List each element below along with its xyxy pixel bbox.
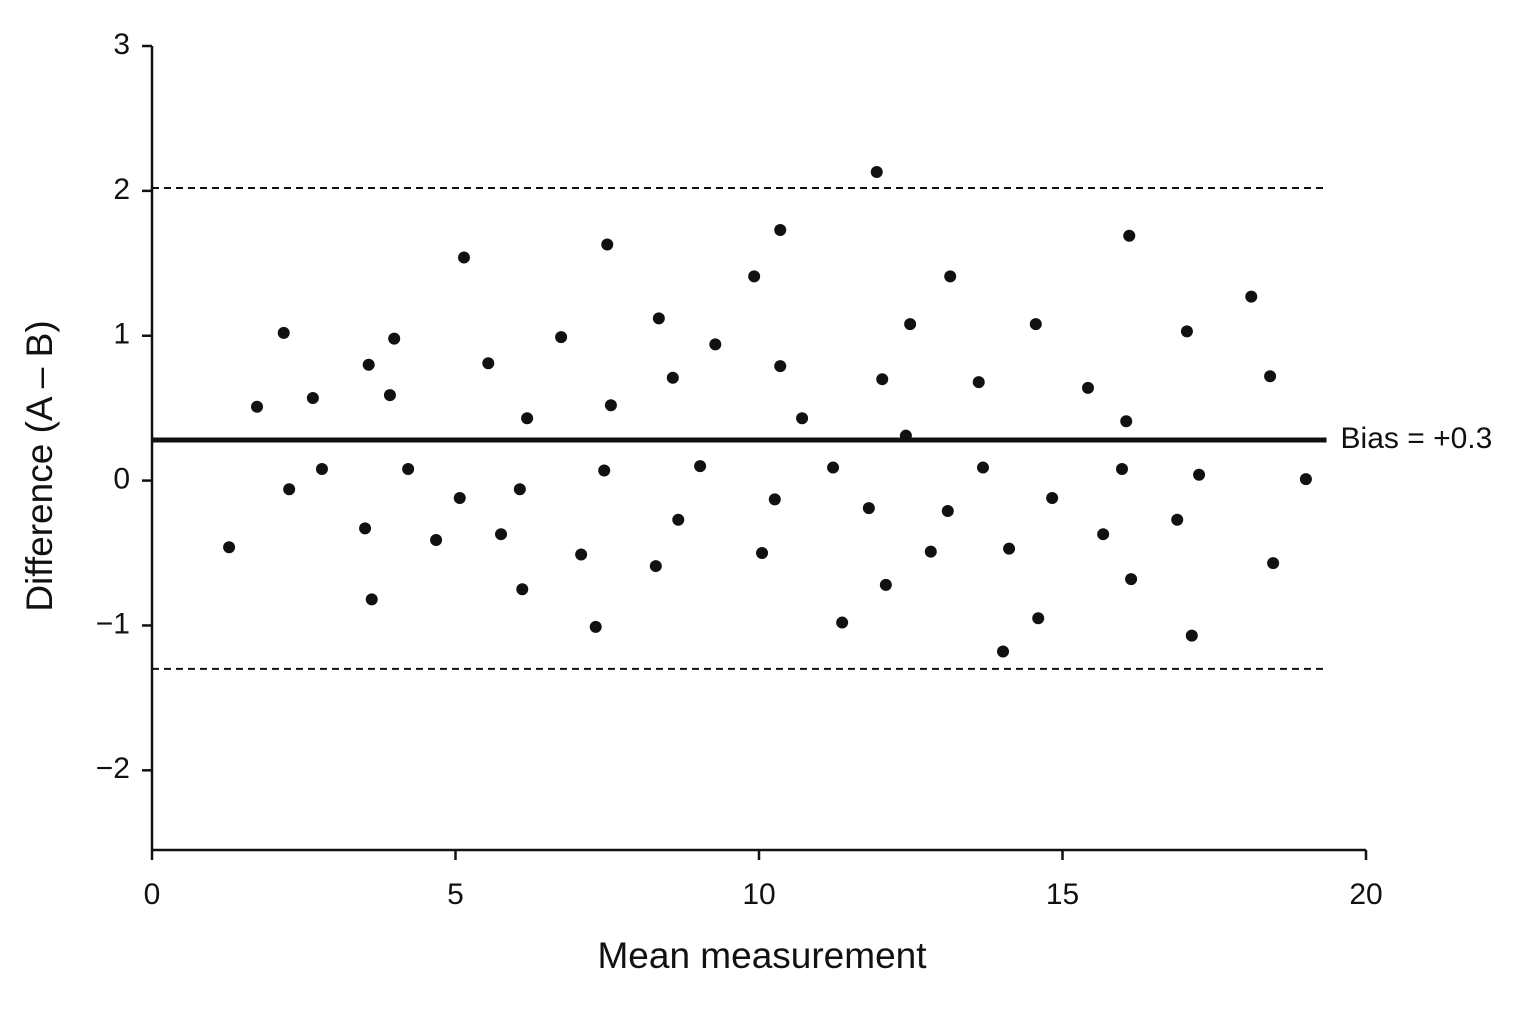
point <box>972 376 985 389</box>
x-tick-label: 5 <box>447 878 464 911</box>
y-axis-label: Difference (A – B) <box>19 320 60 611</box>
point <box>359 522 372 535</box>
point <box>604 399 617 412</box>
point <box>1193 468 1206 481</box>
point <box>601 238 614 251</box>
point <box>879 578 892 591</box>
point <box>1125 573 1138 586</box>
point <box>652 312 665 325</box>
point <box>251 400 264 413</box>
point <box>941 505 954 518</box>
point <box>1171 513 1184 526</box>
point <box>924 545 937 558</box>
point <box>899 429 912 442</box>
point <box>598 464 611 477</box>
y-tick-label: 2 <box>113 173 130 206</box>
x-tick-label: 15 <box>1046 878 1079 911</box>
point <box>306 392 319 405</box>
point <box>904 318 917 331</box>
point <box>768 493 781 506</box>
point <box>827 461 840 474</box>
point <box>1097 528 1110 541</box>
point <box>1046 491 1059 504</box>
point <box>709 338 722 351</box>
point <box>1032 612 1045 625</box>
point <box>876 373 889 386</box>
point <box>976 461 989 474</box>
point <box>1115 463 1128 476</box>
point <box>516 583 529 596</box>
point <box>836 616 849 629</box>
point <box>1120 415 1133 428</box>
point <box>862 502 875 515</box>
y-tick-label: 1 <box>113 318 130 351</box>
bias-annotation: Bias = +0.3 <box>1341 422 1493 455</box>
point <box>223 541 236 554</box>
y-tick-label: 0 <box>113 463 130 496</box>
point <box>521 412 534 425</box>
point <box>1180 325 1193 338</box>
point <box>1185 629 1198 642</box>
x-axis-label: Mean measurement <box>597 935 927 976</box>
point <box>513 483 526 496</box>
x-tick-label: 20 <box>1349 878 1382 911</box>
point <box>666 371 679 384</box>
point <box>495 528 508 541</box>
point <box>1081 381 1094 394</box>
point <box>944 270 957 283</box>
point <box>649 560 662 573</box>
point <box>1264 370 1277 383</box>
x-tick-label: 0 <box>144 878 161 911</box>
point <box>774 360 787 373</box>
point <box>870 166 883 179</box>
point <box>1123 229 1136 242</box>
point <box>774 223 787 236</box>
point <box>589 620 602 633</box>
point <box>283 483 296 496</box>
point <box>388 332 401 345</box>
point <box>997 645 1010 658</box>
point <box>1003 542 1016 555</box>
point <box>672 513 685 526</box>
point <box>402 463 415 476</box>
point <box>1267 557 1280 570</box>
point <box>1029 318 1042 331</box>
point <box>277 326 290 339</box>
x-tick-label: 10 <box>742 878 775 911</box>
point <box>365 593 378 606</box>
point <box>756 547 769 560</box>
y-tick-label: −1 <box>96 607 130 640</box>
point <box>453 491 466 504</box>
point <box>748 270 761 283</box>
point <box>796 412 809 425</box>
point <box>694 460 707 473</box>
point <box>1245 290 1258 303</box>
point <box>1299 473 1312 486</box>
point <box>457 251 470 264</box>
point <box>575 548 588 561</box>
point <box>383 389 396 402</box>
point <box>315 463 328 476</box>
y-tick-label: −2 <box>96 752 130 785</box>
y-tick-label: 3 <box>113 28 130 61</box>
point <box>555 331 568 344</box>
point <box>362 358 375 371</box>
point <box>482 357 495 370</box>
point <box>430 533 443 546</box>
